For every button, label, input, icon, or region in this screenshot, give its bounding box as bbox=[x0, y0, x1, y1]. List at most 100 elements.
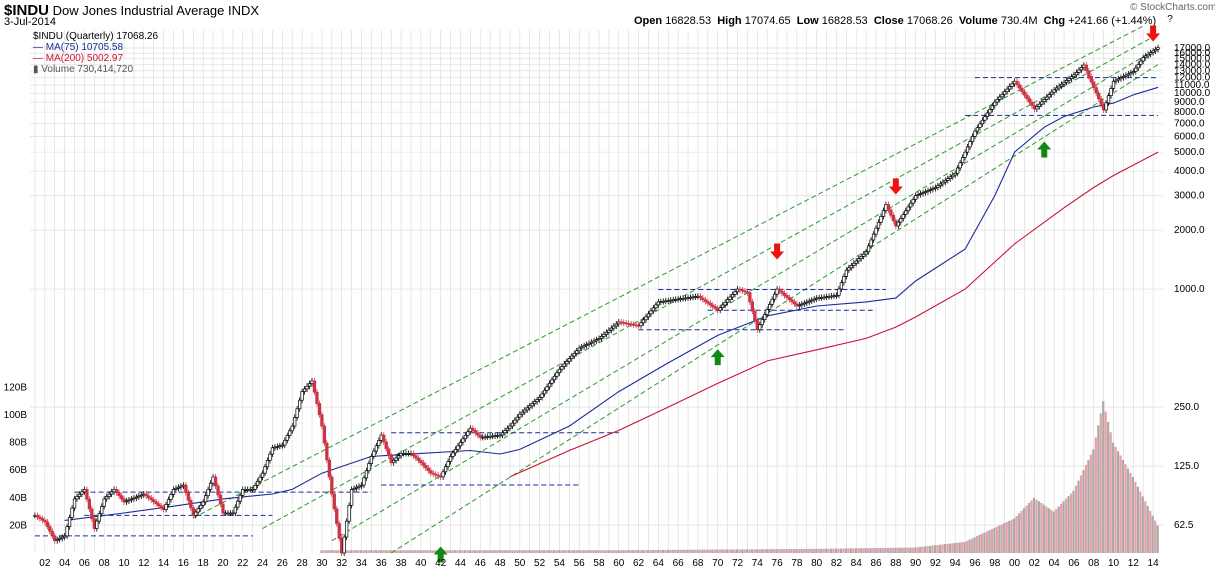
volume-bar bbox=[523, 550, 526, 553]
price-candle bbox=[283, 439, 287, 446]
volume-bar bbox=[1107, 421, 1110, 553]
price-candle bbox=[124, 500, 129, 503]
price-candle bbox=[387, 448, 391, 457]
price-candle bbox=[199, 504, 203, 510]
price-candle bbox=[1139, 60, 1143, 65]
volume-bar bbox=[901, 547, 904, 553]
price-candle bbox=[233, 506, 237, 514]
volume-bar bbox=[627, 550, 630, 553]
price-candle bbox=[40, 518, 45, 521]
price-candle bbox=[268, 453, 272, 461]
x-tick-label: 26 bbox=[277, 558, 289, 569]
volume-bar bbox=[414, 550, 417, 553]
price-candle bbox=[169, 494, 173, 500]
volume-bar bbox=[429, 550, 432, 553]
close-value: 17068.26 bbox=[906, 15, 953, 27]
volume-bar bbox=[906, 547, 909, 553]
price-candle bbox=[357, 485, 361, 488]
volume-bar bbox=[780, 549, 783, 553]
volume-bar bbox=[745, 549, 749, 553]
volume-bar bbox=[599, 550, 603, 553]
y-tick-label: 14000.0 bbox=[1174, 60, 1211, 71]
volume-bar bbox=[1124, 464, 1127, 553]
volume-bar bbox=[1072, 490, 1075, 553]
y-tick-label: 5000.0 bbox=[1174, 147, 1205, 158]
price-candle bbox=[750, 301, 754, 312]
volume-bar bbox=[731, 549, 734, 553]
price-candle bbox=[765, 309, 769, 315]
volume-bar bbox=[993, 527, 996, 553]
volume-bar bbox=[716, 549, 719, 553]
volume-bar bbox=[948, 543, 951, 553]
price-candle bbox=[1040, 101, 1044, 105]
price-candle bbox=[72, 498, 77, 509]
price-candle bbox=[728, 296, 732, 301]
price-candle bbox=[70, 507, 74, 518]
volume-bar bbox=[931, 545, 934, 553]
price-candle bbox=[416, 457, 421, 461]
price-candle bbox=[525, 407, 529, 411]
price-candle bbox=[317, 403, 322, 416]
volume-bar bbox=[500, 550, 504, 553]
price-candle bbox=[463, 434, 468, 440]
price-candle bbox=[424, 464, 428, 469]
price-candle bbox=[394, 457, 398, 461]
price-candle bbox=[315, 391, 319, 404]
volume-bar bbox=[684, 549, 687, 553]
volume-bar bbox=[822, 548, 825, 553]
price-candle bbox=[535, 399, 539, 402]
price-candle bbox=[1124, 74, 1128, 77]
volume-bar bbox=[800, 548, 803, 553]
volume-bar bbox=[595, 550, 598, 553]
volume-bar bbox=[686, 549, 689, 553]
price-candle bbox=[560, 366, 564, 370]
price-candle bbox=[352, 487, 356, 490]
volume-tick-label: 120B bbox=[4, 382, 28, 393]
price-candle bbox=[518, 413, 522, 418]
price-candle bbox=[609, 327, 613, 331]
low-label: Low bbox=[796, 15, 819, 27]
volume-bar bbox=[691, 549, 694, 553]
price-candle bbox=[218, 494, 223, 505]
price-candle bbox=[127, 499, 131, 502]
x-tick-label: 24 bbox=[257, 558, 269, 569]
price-candle bbox=[953, 172, 957, 176]
volume-bar bbox=[983, 532, 986, 553]
volume-bar bbox=[656, 549, 660, 553]
volume-bar bbox=[1082, 470, 1085, 553]
volume-bar bbox=[394, 550, 397, 553]
volume-bar bbox=[674, 549, 677, 553]
x-tick-label: 12 bbox=[1128, 558, 1140, 569]
price-candle bbox=[1072, 74, 1076, 78]
volume-bar bbox=[520, 550, 523, 553]
volume-bar bbox=[877, 547, 880, 553]
volume-bar bbox=[345, 550, 348, 553]
volume-bar bbox=[763, 549, 766, 553]
volume-bar bbox=[1065, 498, 1068, 553]
volume-bar bbox=[953, 543, 956, 553]
volume-bar bbox=[471, 550, 474, 553]
price-candle bbox=[164, 504, 168, 510]
price-candle bbox=[763, 314, 767, 320]
x-tick-label: 46 bbox=[475, 558, 487, 569]
price-candle bbox=[703, 299, 707, 302]
volume-bar bbox=[325, 550, 328, 553]
price-candle bbox=[1111, 80, 1116, 89]
price-candle bbox=[589, 341, 594, 344]
price-candle bbox=[748, 292, 752, 303]
price-candle bbox=[1025, 94, 1029, 99]
volume-bar bbox=[362, 550, 365, 553]
price-candle bbox=[186, 492, 190, 501]
x-tick-label: 80 bbox=[811, 558, 823, 569]
volume-bar bbox=[842, 548, 845, 553]
volume-bar bbox=[651, 549, 655, 553]
volume-bar bbox=[567, 550, 570, 553]
volume-bar bbox=[632, 550, 635, 553]
x-tick-label: 04 bbox=[59, 558, 71, 569]
open-value: 16828.53 bbox=[665, 15, 712, 27]
volume-bar bbox=[738, 549, 741, 553]
price-candle bbox=[792, 301, 797, 305]
volume-bar bbox=[402, 550, 405, 553]
price-candle bbox=[337, 523, 341, 539]
price-candle bbox=[290, 425, 294, 432]
